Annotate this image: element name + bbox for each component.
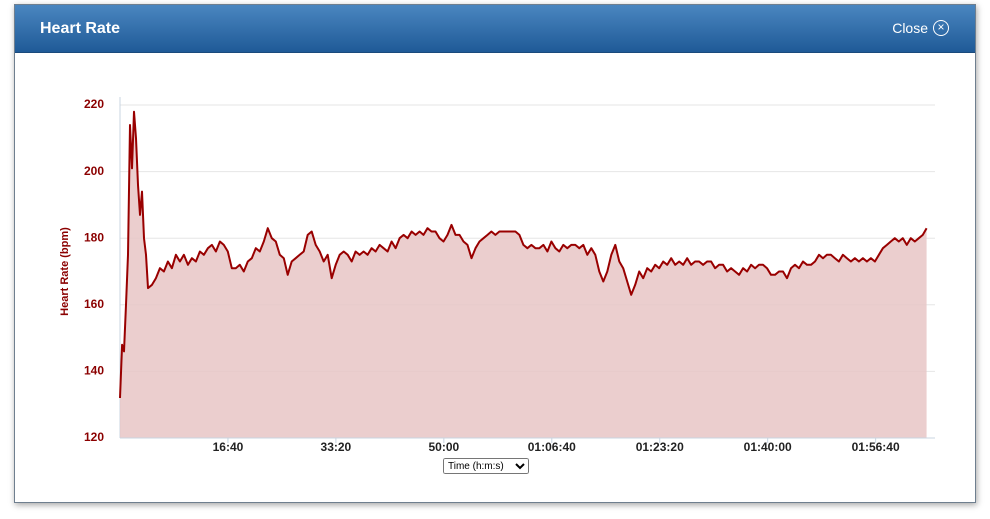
x-tick-label: 01:06:40 (528, 440, 576, 454)
x-tick-label: 01:40:00 (744, 440, 792, 454)
y-tick-label: 140 (84, 364, 104, 378)
y-tick-label: 220 (84, 97, 104, 111)
modal-title: Heart Rate (40, 20, 121, 37)
x-tick-label: 01:23:20 (636, 440, 684, 454)
y-axis-title: Heart Rate (bpm) (59, 227, 71, 316)
x-axis-select[interactable]: Time (h:m:s) (443, 458, 529, 474)
close-label[interactable]: Close (892, 20, 928, 36)
modal: Heart Rate Close × 120 140 160 180 200 220 Hear… (14, 4, 976, 503)
x-tick-label: 01:56:40 (852, 440, 900, 454)
x-tick-label: 50:00 (428, 440, 459, 454)
close-button[interactable]: Close × (892, 20, 949, 36)
y-tick-label: 180 (84, 230, 104, 244)
chart: 120 140 160 180 200 220 Heart Rate (bpm) 16:40 3… (59, 97, 935, 454)
modal-header: Heart Rate Close × (15, 5, 975, 53)
x-tick-label: 16:40 (213, 440, 244, 454)
x-tick-label: 33:20 (321, 440, 352, 454)
area-fill (120, 111, 927, 438)
close-icon[interactable]: × (933, 20, 949, 36)
area-line (119, 110, 928, 399)
y-tick-label: 160 (84, 297, 104, 311)
y-tick-label: 120 (84, 430, 104, 444)
y-tick-label: 200 (84, 164, 104, 178)
